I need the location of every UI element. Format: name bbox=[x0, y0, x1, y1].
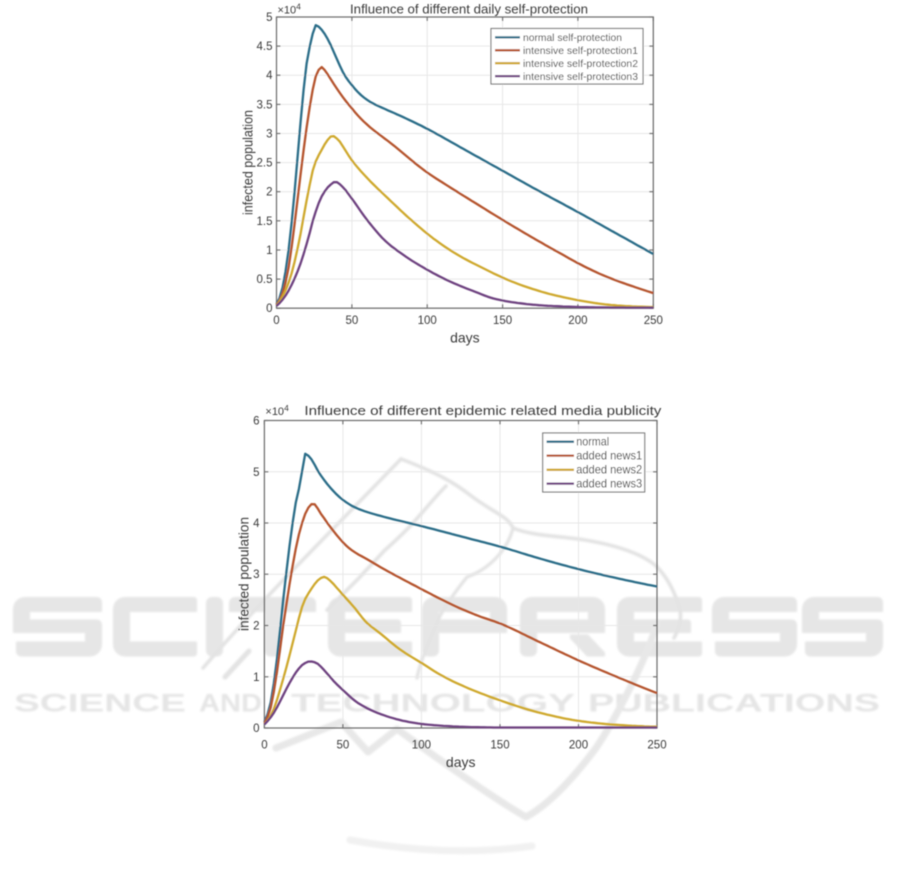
svg-text:TECHNOLOGY: TECHNOLOGY bbox=[291, 690, 575, 718]
svg-text:AND: AND bbox=[199, 690, 262, 718]
svg-text:days: days bbox=[446, 754, 476, 770]
svg-text:6: 6 bbox=[253, 416, 259, 428]
svg-text:100: 100 bbox=[418, 315, 437, 327]
svg-text:200: 200 bbox=[568, 315, 587, 327]
svg-text:SCIENCE: SCIENCE bbox=[14, 690, 186, 718]
svg-text:100: 100 bbox=[412, 740, 431, 752]
svg-text:PUBLICATIONS: PUBLICATIONS bbox=[588, 690, 880, 718]
svg-text:2: 2 bbox=[253, 621, 259, 633]
svg-text:1: 1 bbox=[266, 245, 272, 257]
svg-text:added news1: added news1 bbox=[576, 448, 642, 462]
svg-text:2: 2 bbox=[266, 187, 272, 199]
svg-text:5: 5 bbox=[266, 12, 272, 24]
svg-text:0: 0 bbox=[266, 303, 272, 315]
svg-text:4.5: 4.5 bbox=[257, 41, 273, 53]
svg-text:0: 0 bbox=[261, 740, 267, 752]
svg-text:added news2: added news2 bbox=[576, 463, 642, 477]
svg-text:150: 150 bbox=[493, 315, 512, 327]
svg-text:intensive self-protection1: intensive self-protection1 bbox=[523, 45, 638, 57]
svg-text:4: 4 bbox=[253, 518, 260, 530]
svg-text:×104: ×104 bbox=[278, 2, 302, 17]
svg-text:0: 0 bbox=[273, 315, 279, 327]
svg-text:normal: normal bbox=[576, 435, 609, 449]
svg-text:250: 250 bbox=[647, 740, 666, 752]
svg-text:intensive self-protection3: intensive self-protection3 bbox=[523, 71, 638, 83]
svg-text:infected population: infected population bbox=[240, 110, 256, 215]
svg-text:3.5: 3.5 bbox=[257, 99, 273, 111]
svg-text:normal self-protection: normal self-protection bbox=[523, 32, 622, 44]
svg-text:added news3: added news3 bbox=[576, 476, 642, 490]
svg-text:intensive self-protection2: intensive self-protection2 bbox=[523, 58, 638, 70]
svg-text:0.5: 0.5 bbox=[257, 274, 273, 286]
svg-text:4: 4 bbox=[266, 70, 273, 82]
svg-text:infected population: infected population bbox=[236, 517, 252, 631]
svg-text:×104: ×104 bbox=[265, 403, 289, 418]
svg-text:250: 250 bbox=[644, 315, 663, 327]
svg-text:0: 0 bbox=[253, 723, 259, 735]
svg-text:3: 3 bbox=[266, 129, 272, 141]
svg-text:200: 200 bbox=[569, 740, 588, 752]
svg-text:1.5: 1.5 bbox=[257, 216, 273, 228]
svg-text:50: 50 bbox=[346, 315, 359, 327]
svg-text:days: days bbox=[450, 330, 480, 346]
svg-text:50: 50 bbox=[337, 740, 350, 752]
svg-text:2.5: 2.5 bbox=[257, 158, 273, 170]
svg-text:1: 1 bbox=[253, 672, 259, 684]
svg-text:3: 3 bbox=[253, 569, 259, 581]
svg-text:150: 150 bbox=[490, 740, 509, 752]
svg-text:Influence of different epidemi: Influence of different epidemic related … bbox=[304, 403, 662, 418]
svg-text:Influence of different daily s: Influence of different daily self-protec… bbox=[350, 2, 588, 17]
svg-text:5: 5 bbox=[253, 467, 259, 479]
